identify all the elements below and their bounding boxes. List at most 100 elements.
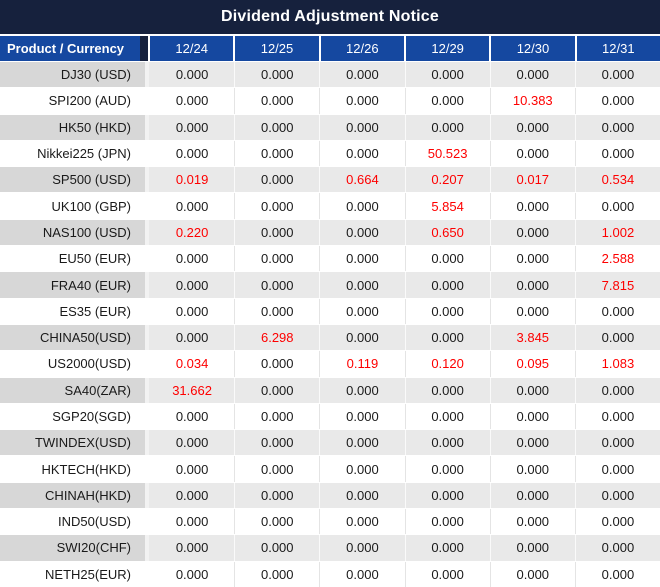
value-cell: 0.000 [489,62,575,88]
value-cell: 0.000 [234,482,320,509]
value-cell: 0.000 [404,246,490,272]
value-cell: 0.000 [574,324,660,351]
value-cell: 0.220 [150,219,235,246]
value-cell: 0.000 [574,62,660,88]
value-cell: 0.000 [150,272,235,298]
value-cell: 0.000 [489,193,575,219]
table-row: US2000(USD) 0.034 0.000 0.119 0.120 0.095 1.08… [0,351,660,378]
product-cell: SPI200 (AUD) [0,88,140,114]
table-row: CHINAH(HKD) 0.000 0.000 0.000 0.000 0.000 0.00… [0,482,660,510]
table-row: HKTECH(HKD) 0.000 0.000 0.000 0.000 0.000 0.00… [0,456,660,483]
value-cell: 0.000 [574,377,660,403]
value-cell: 0.000 [319,272,405,298]
value-cell: 0.034 [150,351,235,377]
value-cell: 0.000 [234,88,320,114]
date-header: 12/25 [233,36,319,61]
value-cell: 0.000 [319,298,405,324]
value-cell: 0.000 [404,509,490,535]
value-cell: 0.000 [404,114,490,140]
value-cell: 6.298 [234,324,320,351]
table-body: DJ30 (USD) 0.000 0.000 0.000 0.000 0.000 0.000… [0,62,660,587]
value-cell: 0.000 [489,219,575,246]
value-cell: 0.000 [234,193,320,219]
column-separator [140,193,150,219]
value-cell: 0.000 [150,324,235,351]
page-title: Dividend Adjustment Notice [221,8,439,25]
value-cell: 0.000 [150,456,235,482]
date-header: 12/31 [574,36,660,61]
value-cell: 31.662 [150,377,235,403]
product-cell: IND50(USD) [0,509,140,535]
table-row: EU50 (EUR) 0.000 0.000 0.000 0.000 0.000 2.588 [0,246,660,273]
value-cell: 0.000 [150,561,235,587]
value-cell: 0.000 [404,482,490,509]
column-separator [140,482,150,509]
value-cell: 0.000 [319,324,405,351]
value-cell: 0.000 [489,114,575,140]
value-cell: 0.000 [574,482,660,509]
value-cell: 0.000 [319,403,405,430]
value-cell: 0.000 [234,272,320,298]
value-cell: 0.000 [574,535,660,561]
product-cell: SGP20(SGD) [0,403,140,430]
value-cell: 0.000 [404,561,490,587]
value-cell: 0.000 [489,298,575,324]
value-cell: 0.000 [150,482,235,509]
table-row: SPI200 (AUD) 0.000 0.000 0.000 0.000 10.383 0.… [0,88,660,115]
column-separator [140,246,150,272]
column-separator [140,88,150,114]
value-cell: 0.000 [234,62,320,88]
product-cell: TWINDEX(USD) [0,430,140,456]
value-cell: 0.650 [404,219,490,246]
value-cell: 0.000 [489,456,575,482]
table-row: IND50(USD) 0.000 0.000 0.000 0.000 0.000 0.000 [0,509,660,536]
product-cell: CHINA50(USD) [0,324,140,351]
column-separator [140,298,150,324]
value-cell: 0.000 [574,430,660,456]
product-cell: DJ30 (USD) [0,62,140,88]
value-cell: 0.000 [574,88,660,114]
column-separator [140,324,150,351]
value-cell: 0.000 [404,62,490,88]
value-cell: 0.000 [404,298,490,324]
date-header: 12/24 [150,36,234,61]
value-cell: 3.845 [489,324,575,351]
value-cell: 0.000 [319,377,405,403]
value-cell: 0.000 [150,193,235,219]
header-row: Product / Currency 12/24 12/25 12/26 12/29 1… [0,36,660,62]
value-cell: 0.000 [319,430,405,456]
value-cell: 0.000 [574,456,660,482]
value-cell: 0.000 [319,219,405,246]
product-currency-header: Product / Currency [0,36,140,61]
value-cell: 0.000 [489,272,575,298]
value-cell: 0.000 [319,509,405,535]
value-cell: 0.000 [319,246,405,272]
value-cell: 0.000 [404,88,490,114]
value-cell: 0.000 [234,535,320,561]
value-cell: 0.000 [150,88,235,114]
value-cell: 0.000 [489,561,575,587]
value-cell: 0.000 [319,482,405,509]
value-cell: 0.000 [150,509,235,535]
value-cell: 0.000 [150,430,235,456]
table-row: Nikkei225 (JPN) 0.000 0.000 0.000 50.523 0.00… [0,140,660,168]
value-cell: 0.000 [234,377,320,403]
product-cell: UK100 (GBP) [0,193,140,219]
value-cell: 1.083 [574,351,660,377]
value-cell: 0.000 [489,535,575,561]
value-cell: 0.000 [489,377,575,403]
value-cell: 2.588 [574,246,660,272]
value-cell: 7.815 [574,272,660,298]
value-cell: 0.000 [150,114,235,140]
value-cell: 0.000 [404,377,490,403]
value-cell: 0.000 [574,114,660,140]
column-separator [140,62,150,88]
column-separator [140,430,150,456]
product-cell: NAS100 (USD) [0,219,140,246]
table-row: TWINDEX(USD) 0.000 0.000 0.000 0.000 0.000 0.0… [0,430,660,457]
value-cell: 0.000 [404,430,490,456]
value-cell: 0.207 [404,167,490,193]
value-cell: 0.000 [574,561,660,587]
table-row: ES35 (EUR) 0.000 0.000 0.000 0.000 0.000 0.000 [0,298,660,325]
